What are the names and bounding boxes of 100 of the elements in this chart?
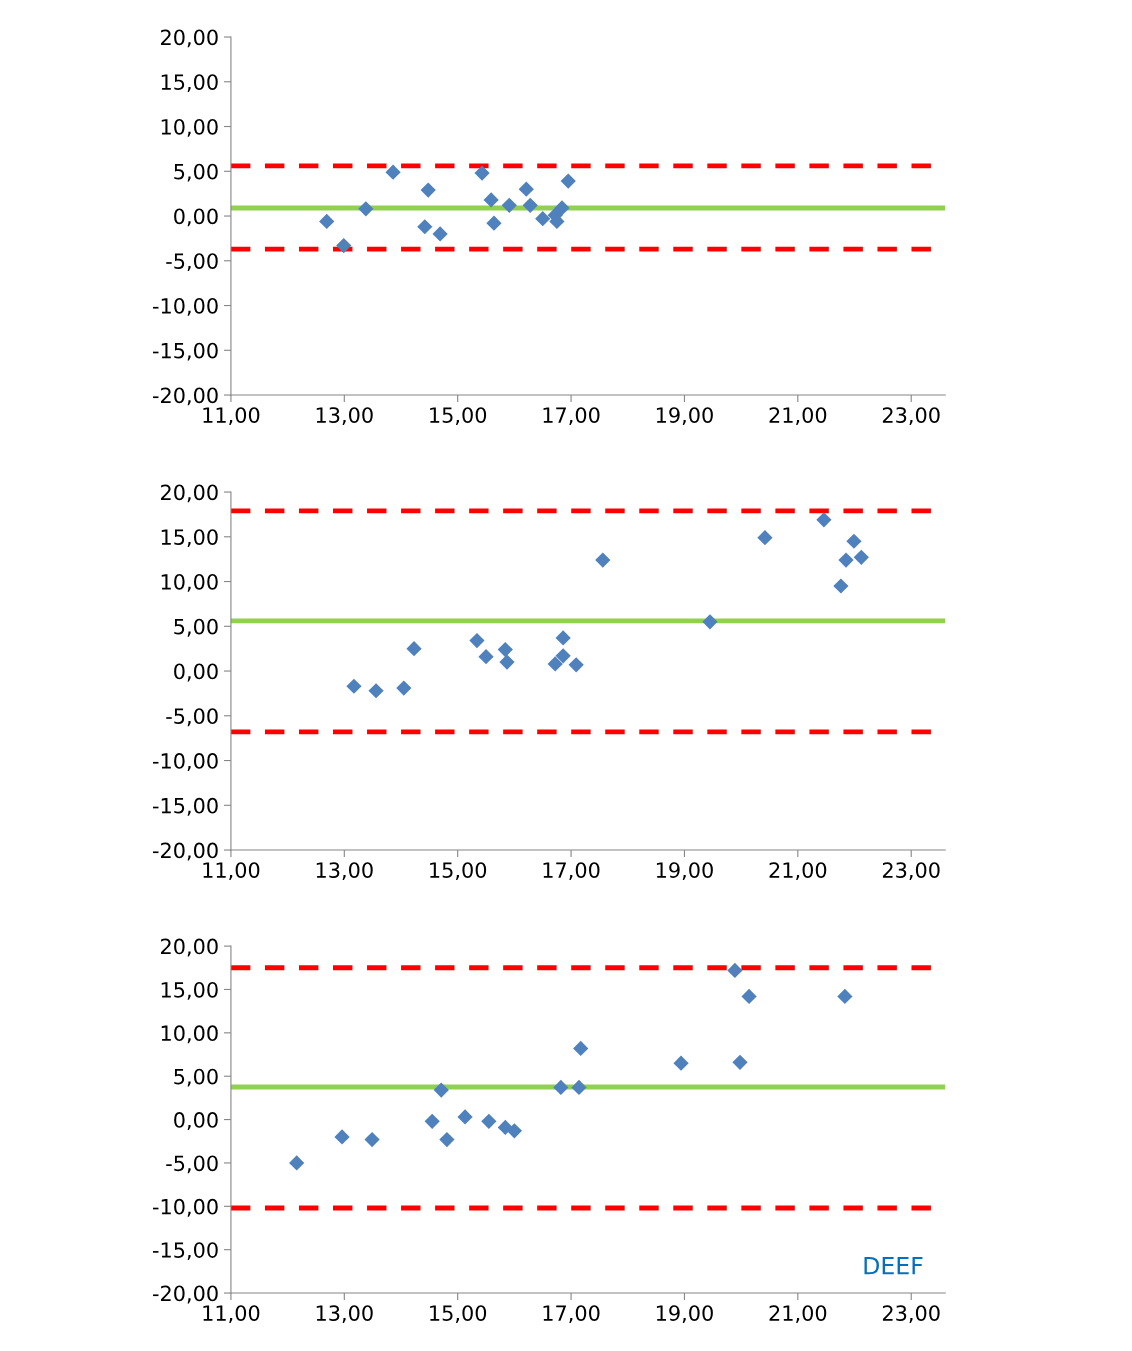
point bbox=[554, 200, 570, 216]
point bbox=[535, 211, 551, 227]
point bbox=[319, 213, 335, 229]
point bbox=[833, 578, 849, 594]
point bbox=[547, 656, 563, 672]
x-tick-label: 21,00 bbox=[769, 862, 827, 881]
x-tick-label: 15,00 bbox=[430, 862, 487, 881]
annotation: DEEF bbox=[864, 1257, 923, 1275]
point bbox=[846, 533, 862, 549]
y-tick-label: -15,00 bbox=[152, 342, 218, 361]
y-tick-label: -15,00 bbox=[152, 1242, 218, 1261]
point bbox=[420, 182, 436, 198]
point bbox=[368, 683, 384, 699]
y-tick-label: -15,00 bbox=[152, 797, 218, 816]
point bbox=[837, 988, 853, 1005]
point bbox=[439, 1131, 455, 1148]
x-tick-label: 15,00 bbox=[430, 407, 487, 426]
point bbox=[673, 1055, 689, 1071]
y-tick-label: -10,00 bbox=[152, 753, 218, 771]
point bbox=[741, 988, 757, 1005]
point bbox=[469, 633, 485, 649]
point bbox=[560, 173, 576, 189]
x-tick-label: 15,00 bbox=[430, 1305, 487, 1324]
point bbox=[506, 1123, 522, 1139]
y-tick-label: 5,00 bbox=[174, 1068, 218, 1087]
point bbox=[838, 552, 854, 568]
y-tick-label: 10,00 bbox=[161, 573, 218, 592]
point bbox=[336, 237, 352, 254]
x-tick-label: 19,00 bbox=[656, 407, 713, 426]
point bbox=[595, 552, 611, 568]
y-tick-label: 20,00 bbox=[161, 484, 218, 503]
x-tick-label: 11,00 bbox=[203, 407, 260, 426]
point bbox=[727, 962, 743, 978]
point bbox=[481, 1113, 497, 1129]
point bbox=[457, 1109, 473, 1125]
x-tick-label: 23,00 bbox=[882, 407, 940, 426]
y-tick-label: -5,00 bbox=[166, 708, 218, 727]
point bbox=[816, 512, 832, 528]
point bbox=[417, 219, 433, 235]
y-tick-label: 20,00 bbox=[161, 29, 218, 48]
x-tick-label: 13,00 bbox=[316, 407, 373, 426]
y-tick-label: 10,00 bbox=[161, 1025, 218, 1044]
y-tick-label: -20,00 bbox=[152, 387, 218, 406]
point bbox=[486, 215, 502, 231]
y-tick-label: 15,00 bbox=[161, 529, 218, 548]
x-tick-label: 23,00 bbox=[882, 1305, 940, 1324]
point bbox=[289, 1155, 305, 1171]
point bbox=[702, 614, 718, 630]
point bbox=[334, 1129, 350, 1145]
point bbox=[522, 197, 538, 213]
y-tick-label: 5,00 bbox=[174, 163, 218, 182]
x-tick-label: 17,00 bbox=[543, 862, 600, 881]
point bbox=[568, 657, 584, 673]
point bbox=[478, 649, 494, 665]
x-tick-label: 21,00 bbox=[769, 1305, 827, 1324]
point bbox=[571, 1079, 587, 1096]
point bbox=[732, 1054, 748, 1070]
point bbox=[396, 680, 412, 696]
point bbox=[346, 678, 362, 694]
x-tick-label: 21,00 bbox=[769, 407, 827, 426]
point bbox=[573, 1040, 589, 1057]
point bbox=[497, 641, 513, 658]
y-tick-label: 10,00 bbox=[161, 118, 218, 137]
point bbox=[474, 165, 490, 181]
point bbox=[358, 201, 374, 217]
y-tick-label: 15,00 bbox=[161, 74, 218, 93]
y-tick-label: -5,00 bbox=[166, 1155, 218, 1174]
point bbox=[553, 1079, 569, 1096]
point bbox=[757, 530, 773, 546]
x-tick-label: 19,00 bbox=[656, 1305, 713, 1324]
x-tick-label: 13,00 bbox=[316, 1305, 373, 1324]
y-tick-label: 15,00 bbox=[161, 981, 218, 1000]
y-tick-label: 0,00 bbox=[174, 663, 218, 682]
y-tick-label: 0,00 bbox=[174, 208, 218, 227]
y-tick-label: 5,00 bbox=[174, 618, 218, 637]
x-tick-label: 13,00 bbox=[316, 862, 373, 881]
point bbox=[518, 181, 534, 197]
y-tick-label: -10,00 bbox=[152, 1198, 218, 1217]
point bbox=[432, 226, 448, 242]
y-tick-label: -20,00 bbox=[152, 842, 218, 861]
x-tick-label: 11,00 bbox=[203, 862, 260, 881]
point bbox=[555, 648, 571, 664]
point bbox=[555, 630, 571, 646]
point bbox=[433, 1082, 449, 1098]
x-tick-label: 11,00 bbox=[203, 1305, 260, 1324]
point bbox=[501, 197, 517, 213]
x-tick-label: 19,00 bbox=[656, 862, 713, 881]
y-tick-label: 0,00 bbox=[174, 1112, 218, 1130]
y-tick-label: 20,00 bbox=[161, 938, 218, 957]
y-tick-label: -20,00 bbox=[152, 1285, 218, 1304]
point bbox=[483, 192, 499, 208]
x-tick-label: 23,00 bbox=[882, 862, 940, 881]
point bbox=[364, 1131, 380, 1148]
y-tick-label: -5,00 bbox=[166, 253, 218, 272]
point bbox=[406, 641, 422, 657]
x-tick-label: 17,00 bbox=[543, 1305, 600, 1324]
point bbox=[853, 549, 869, 565]
x-tick-label: 17,00 bbox=[543, 407, 600, 426]
point bbox=[385, 164, 401, 180]
y-tick-label: -10,00 bbox=[152, 297, 218, 316]
